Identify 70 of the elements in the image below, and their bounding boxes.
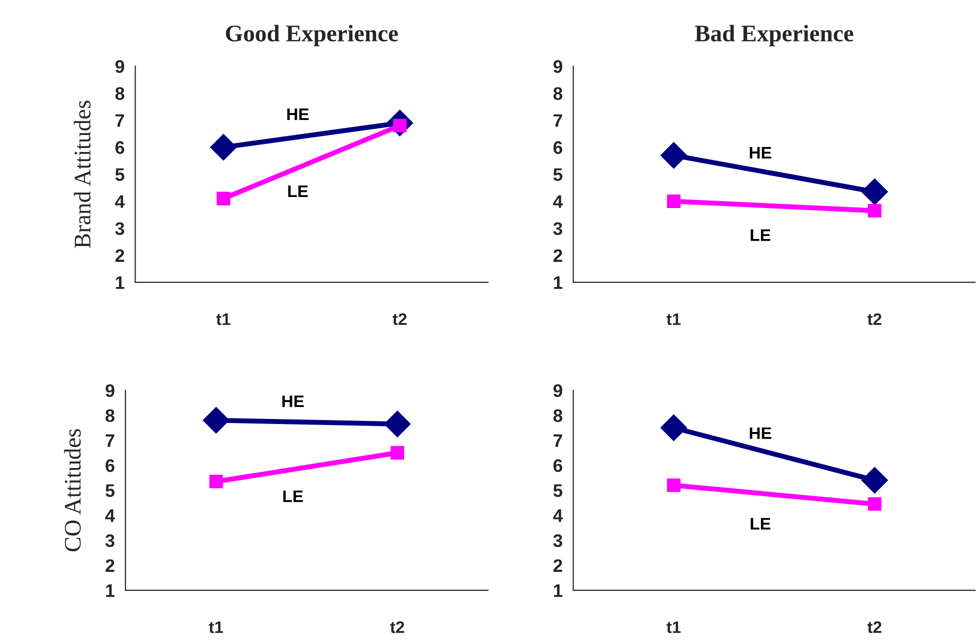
y-tick-label: 4 bbox=[553, 195, 563, 208]
point bbox=[666, 478, 681, 492]
series-label: LE bbox=[283, 490, 303, 502]
y-tick-label: 9 bbox=[115, 60, 124, 73]
x-tick-label: t2 bbox=[867, 313, 882, 326]
y-tick-label: 3 bbox=[553, 222, 562, 236]
y-tick-label: 7 bbox=[106, 434, 114, 447]
series-label: HE bbox=[750, 146, 772, 158]
y-tick-label: 5 bbox=[115, 168, 124, 181]
x-tick-label: t2 bbox=[390, 621, 404, 634]
point bbox=[861, 178, 888, 206]
point bbox=[202, 407, 230, 434]
point bbox=[384, 410, 411, 438]
x-tick-label: t2 bbox=[867, 621, 882, 634]
y-tick-label: 2 bbox=[115, 249, 124, 262]
y-tick-label: 7 bbox=[554, 114, 562, 127]
y-tick-label: 8 bbox=[553, 87, 562, 100]
y-tick-label: 3 bbox=[553, 534, 562, 548]
y-axis-title: CO Attitudes bbox=[64, 429, 81, 552]
point bbox=[660, 142, 688, 169]
x-tick-label: t1 bbox=[208, 621, 224, 634]
y-tick-label: 2 bbox=[553, 559, 562, 572]
point bbox=[868, 204, 882, 218]
y-tick-label: 7 bbox=[554, 434, 562, 447]
series-label: HE bbox=[287, 108, 309, 120]
y-tick-label: 8 bbox=[115, 87, 124, 100]
point bbox=[660, 414, 688, 442]
y-tick-label: 7 bbox=[116, 114, 124, 127]
series-label: LE bbox=[288, 186, 308, 197]
y-tick-label: 4 bbox=[105, 509, 115, 522]
y-tick-label: 3 bbox=[105, 534, 114, 548]
point bbox=[666, 194, 681, 208]
series-label: HE bbox=[750, 427, 772, 439]
y-tick-label: 3 bbox=[115, 222, 124, 236]
y-tick-label: 9 bbox=[106, 384, 114, 398]
point bbox=[210, 134, 237, 161]
y-tick-label: 6 bbox=[106, 459, 114, 472]
x-tick-label: t1 bbox=[666, 313, 681, 326]
x-tick-label: t1 bbox=[666, 621, 681, 634]
point bbox=[868, 497, 882, 511]
y-tick-label: 8 bbox=[106, 409, 114, 422]
y-tick-label: 9 bbox=[553, 60, 562, 73]
y-tick-label: 1 bbox=[106, 584, 115, 597]
point bbox=[209, 474, 223, 488]
point bbox=[216, 192, 230, 206]
y-tick-label: 9 bbox=[553, 384, 562, 398]
y-tick-label: 1 bbox=[554, 276, 562, 289]
y-tick-label: 8 bbox=[553, 409, 562, 422]
y-tick-label: 6 bbox=[554, 459, 562, 472]
y-tick-label: 2 bbox=[106, 559, 114, 572]
y-tick-label: 5 bbox=[553, 484, 562, 498]
series-label: HE bbox=[282, 396, 304, 408]
y-tick-label: 1 bbox=[554, 584, 562, 597]
y-tick-label: 6 bbox=[554, 141, 562, 154]
series-label: LE bbox=[750, 518, 770, 530]
x-tick-label: t2 bbox=[392, 313, 407, 326]
y-tick-label: 5 bbox=[553, 168, 562, 181]
point bbox=[390, 446, 404, 460]
y-tick-label: 1 bbox=[116, 276, 124, 289]
series-label: LE bbox=[750, 229, 770, 241]
y-axis-title: Brand Attitudes bbox=[74, 100, 91, 248]
point bbox=[861, 467, 888, 494]
y-tick-label: 4 bbox=[553, 509, 563, 522]
chart-title: Good Experience bbox=[226, 24, 398, 46]
y-tick-label: 4 bbox=[115, 195, 125, 208]
x-tick-label: t1 bbox=[216, 313, 230, 326]
chart-title: Bad Experience bbox=[694, 24, 854, 46]
y-tick-label: 5 bbox=[106, 484, 115, 498]
y-tick-label: 2 bbox=[553, 249, 562, 262]
y-tick-label: 6 bbox=[115, 141, 124, 154]
